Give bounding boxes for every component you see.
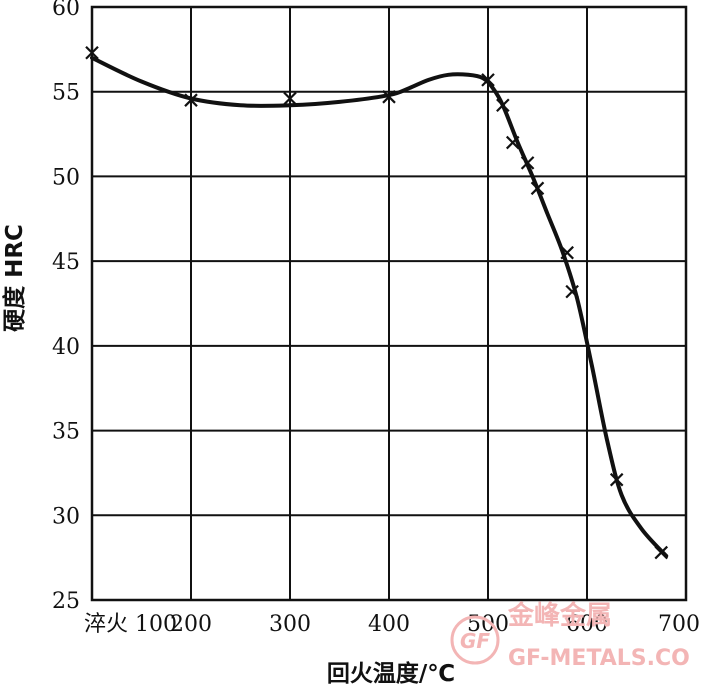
data-point-1 bbox=[184, 93, 198, 107]
y-tick-label-50: 50 bbox=[52, 165, 80, 190]
data-point-mark-b bbox=[565, 284, 579, 299]
series-hardness bbox=[90, 55, 669, 558]
y-axis-title: 硬度 HRC bbox=[1, 224, 28, 332]
data-point-10 bbox=[565, 284, 579, 299]
data-point-8 bbox=[530, 181, 545, 196]
y-tick-label-25: 25 bbox=[52, 589, 80, 614]
plot-border bbox=[90, 5, 688, 602]
watermark-logo-text: GF bbox=[460, 629, 490, 653]
y-tick-label-55: 55 bbox=[52, 81, 80, 106]
watermark: GF 金峰金属 GF-METALS.CO bbox=[450, 600, 690, 671]
data-markers bbox=[85, 45, 669, 560]
data-point-mark-b bbox=[609, 472, 624, 487]
data-point-2 bbox=[283, 91, 297, 106]
x-axis-title: 回火温度/℃ bbox=[327, 660, 455, 687]
data-point-4 bbox=[481, 73, 495, 87]
plot-frame bbox=[90, 5, 688, 602]
x-tick-label-600: 600 bbox=[566, 612, 608, 637]
y-tick-label-30: 30 bbox=[52, 504, 80, 529]
data-point-7 bbox=[520, 156, 535, 170]
data-point-mark-b bbox=[505, 135, 520, 150]
data-point-mark-b bbox=[496, 98, 510, 113]
data-point-mark-b bbox=[654, 545, 669, 560]
data-point-0 bbox=[85, 45, 99, 60]
watermark-logo bbox=[450, 615, 500, 665]
data-point-mark-b bbox=[85, 45, 99, 60]
data-point-mark-b bbox=[560, 245, 574, 260]
data-point-mark-b bbox=[184, 93, 198, 107]
series-line-hardness bbox=[90, 55, 669, 558]
y-tick-label-45: 45 bbox=[52, 250, 80, 275]
data-point-mark-b bbox=[530, 181, 545, 196]
data-point-6 bbox=[505, 135, 520, 150]
y-tick-label-60: 60 bbox=[52, 0, 80, 21]
data-point-mark-b bbox=[481, 73, 495, 87]
y-tick-label-35: 35 bbox=[52, 420, 80, 445]
data-point-3 bbox=[382, 90, 396, 104]
data-point-5 bbox=[496, 98, 510, 113]
data-point-12 bbox=[654, 545, 669, 560]
watermark-line1: 金峰金属 bbox=[507, 600, 612, 631]
watermark-line2: GF-METALS.CO bbox=[508, 646, 690, 671]
x-tick-label-700: 700 bbox=[658, 612, 700, 637]
y-tick-label-40: 40 bbox=[52, 335, 80, 360]
x-tick-label-400: 400 bbox=[368, 612, 410, 637]
data-point-mark-b bbox=[520, 156, 535, 170]
x-tick-label-200: 200 bbox=[170, 612, 212, 637]
data-point-11 bbox=[609, 472, 624, 487]
x-tick-label-300: 300 bbox=[269, 612, 311, 637]
data-point-mark-b bbox=[382, 90, 396, 104]
grid-lines bbox=[91, 6, 687, 601]
y-tick-labels: 25 30 35 40 45 50 55 60 bbox=[52, 0, 80, 614]
data-point-9 bbox=[560, 245, 574, 260]
x-tick-label-100: 淬火 100 bbox=[84, 612, 177, 637]
data-point-mark-b bbox=[283, 91, 297, 106]
